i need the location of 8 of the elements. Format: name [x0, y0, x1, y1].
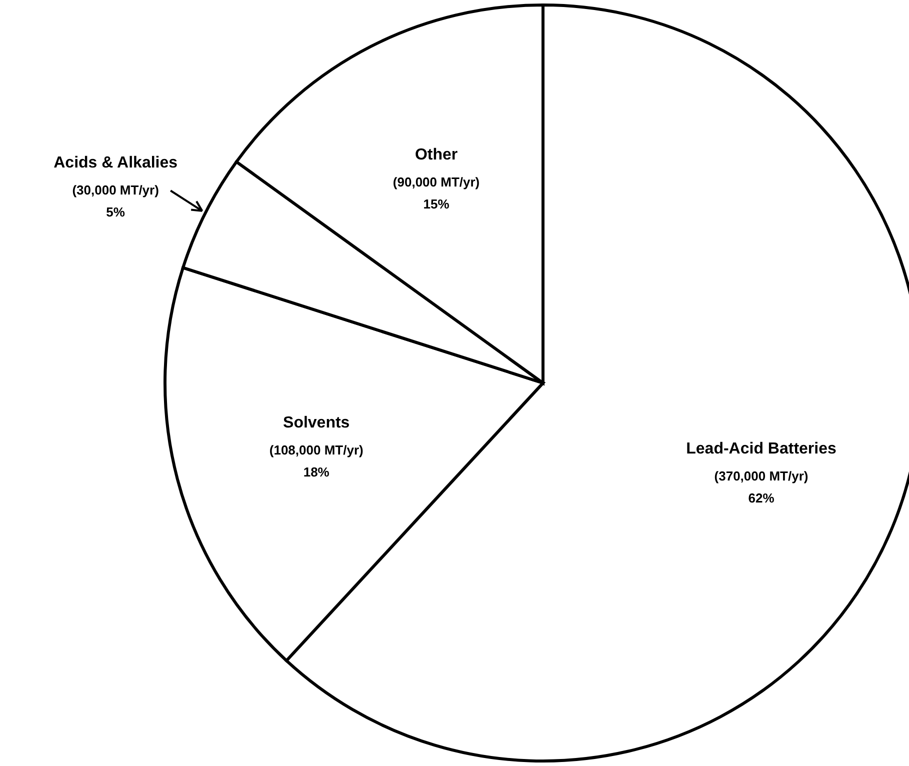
data-label: (90,000 MT/yr) 15%: [392, 174, 480, 212]
data-label: (30,000 MT/yr) 5%: [72, 182, 159, 220]
slice-label: Acids & Alkalies: [54, 154, 178, 172]
slice-label: Lead-Acid Batteries: [686, 440, 836, 458]
data-label: (108,000 MT/yr) 18%: [269, 442, 364, 480]
data-label: (370,000 MT/yr) 62%: [714, 468, 808, 506]
slice-label: Solvents: [283, 414, 350, 432]
slice-label: Other: [414, 146, 458, 164]
